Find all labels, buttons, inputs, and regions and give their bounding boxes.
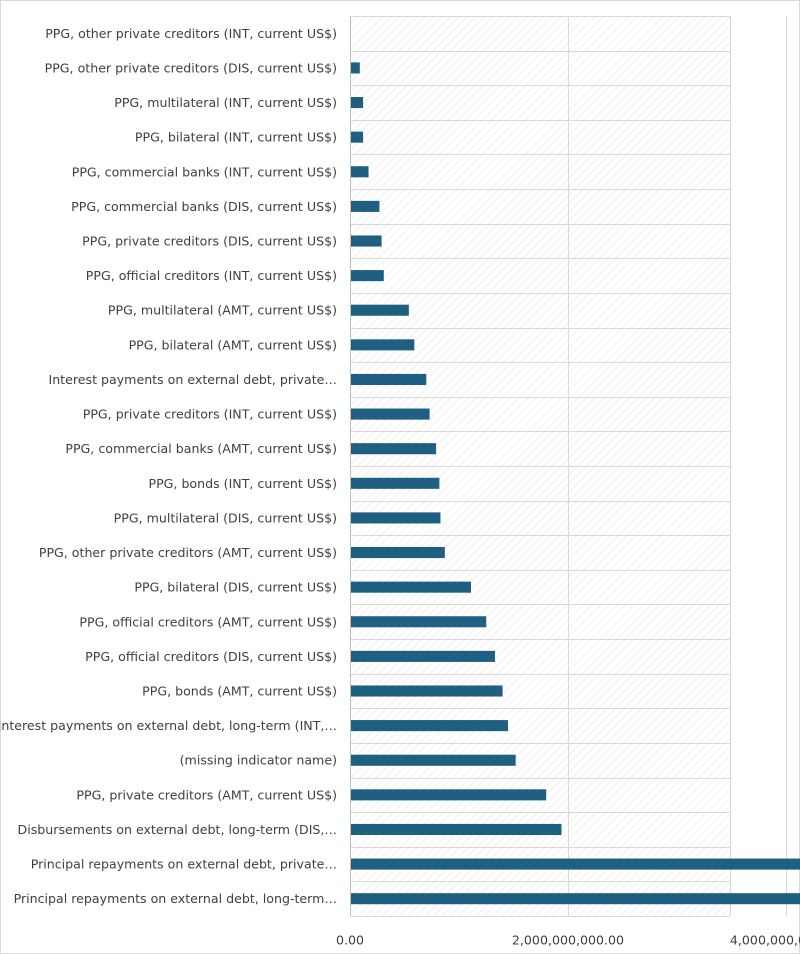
category-label: PPG, other private creditors (INT, curre… [45, 26, 337, 41]
bar [351, 97, 364, 109]
category-label: PPG, commercial banks (AMT, current US$) [65, 441, 337, 456]
bar [351, 616, 487, 628]
category-label: PPG, other private creditors (AMT, curre… [39, 545, 337, 560]
bar [351, 443, 437, 455]
category-label: PPG, private creditors (AMT, current US$… [76, 787, 337, 802]
category-label: PPG, multilateral (INT, current US$) [114, 95, 337, 110]
x-tick-label: 4,000,000,000.00 [730, 933, 800, 948]
category-label: Principal repayments on external debt, l… [14, 891, 337, 906]
bar [351, 373, 427, 385]
bar [351, 408, 430, 420]
category-label: PPG, bilateral (INT, current US$) [135, 130, 337, 145]
bar [351, 685, 503, 697]
category-label: Interest payments on external debt, long… [0, 718, 337, 733]
bar [351, 270, 384, 282]
bar [351, 304, 409, 316]
bar [351, 789, 547, 801]
bar [351, 893, 800, 905]
bar [351, 131, 364, 143]
category-label: Disbursements on external debt, long-ter… [18, 822, 337, 837]
bar [351, 512, 441, 524]
category-label: PPG, private creditors (INT, current US$… [83, 407, 337, 422]
bar [351, 62, 360, 74]
category-label: PPG, bonds (INT, current US$) [148, 476, 337, 491]
bar [351, 858, 800, 870]
category-label: PPG, multilateral (DIS, current US$) [114, 510, 337, 525]
category-label: PPG, bilateral (AMT, current US$) [129, 337, 337, 352]
bar [351, 720, 509, 732]
bar [351, 339, 415, 351]
category-labels: PPG, other private creditors (INT, curre… [0, 26, 337, 906]
x-tick-label: 0.00 [336, 933, 364, 948]
bars [351, 62, 800, 905]
category-label: PPG, official creditors (DIS, current US… [85, 649, 337, 664]
bar [351, 235, 382, 247]
x-tick-label: 2,000,000,000.00 [512, 933, 624, 948]
category-label: (missing indicator name) [180, 753, 337, 768]
category-label: PPG, commercial banks (INT, current US$) [72, 164, 337, 179]
bar [351, 823, 562, 835]
category-label: Interest payments on external debt, priv… [48, 372, 337, 387]
category-label: PPG, multilateral (AMT, current US$) [108, 303, 337, 318]
category-label: PPG, bonds (AMT, current US$) [142, 684, 337, 699]
category-label: PPG, commercial banks (DIS, current US$) [71, 199, 337, 214]
bar [351, 650, 495, 662]
bar [351, 547, 445, 559]
bar [351, 754, 516, 766]
category-label: Principal repayments on external debt, p… [31, 857, 337, 872]
bar [351, 477, 440, 489]
bar [351, 200, 380, 212]
category-label: PPG, official creditors (AMT, current US… [79, 614, 337, 629]
gridlines [350, 16, 787, 917]
category-label: PPG, private creditors (DIS, current US$… [82, 234, 337, 249]
x-tick-labels: 0.002,000,000,000.004,000,000,000.006,00… [336, 933, 800, 948]
bar [351, 166, 369, 178]
category-label: PPG, other private creditors (DIS, curre… [45, 60, 337, 75]
category-label: PPG, official creditors (INT, current US… [86, 268, 337, 283]
category-label: PPG, bilateral (DIS, current US$) [134, 580, 337, 595]
bar [351, 581, 471, 593]
